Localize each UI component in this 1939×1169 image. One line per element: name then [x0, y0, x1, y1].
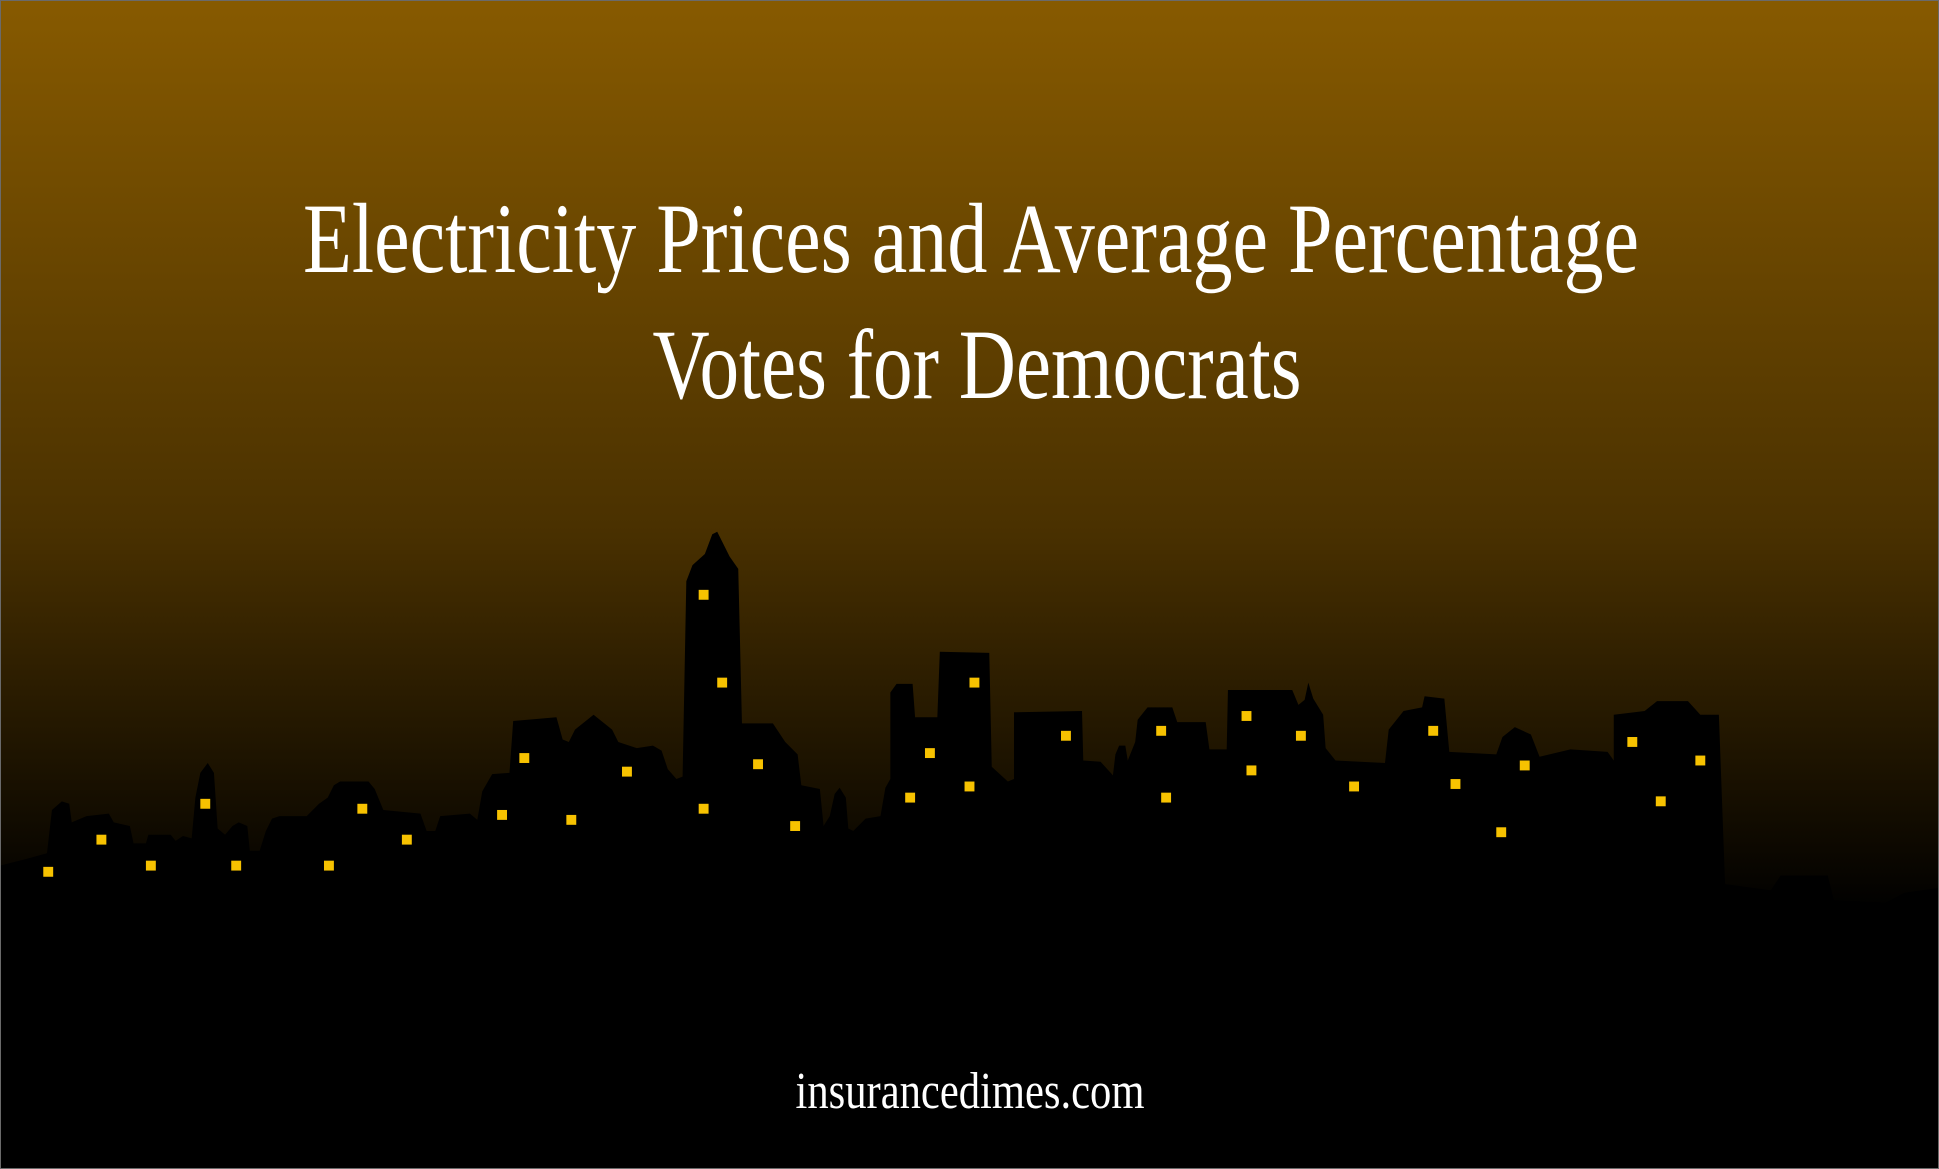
window-light	[96, 834, 107, 845]
title-line: Votes for Democrats	[653, 309, 1302, 420]
window-light	[1156, 725, 1167, 736]
window-light	[323, 860, 334, 871]
window-light	[519, 753, 530, 763]
window-light	[1655, 796, 1666, 807]
window-light	[1496, 827, 1507, 838]
window-light	[790, 821, 801, 831]
window-light	[622, 766, 632, 777]
window-light	[1161, 792, 1172, 803]
window-light	[905, 792, 916, 803]
window-light	[717, 677, 728, 688]
window-light	[1061, 730, 1071, 741]
window-light	[1246, 765, 1257, 776]
window-light	[497, 809, 508, 820]
window-light	[231, 860, 242, 871]
window-light	[1627, 737, 1638, 747]
window-light	[924, 748, 935, 759]
window-light	[1519, 760, 1530, 771]
window-light	[1295, 730, 1306, 741]
window-light	[43, 866, 54, 877]
window-light	[1241, 711, 1252, 721]
window-light	[200, 798, 211, 809]
window-light	[401, 834, 412, 845]
window-light	[698, 803, 709, 814]
window-light	[1428, 725, 1439, 736]
skyline-silhouette	[0, 531, 1939, 1169]
site-name: insurancedimes.com	[796, 1063, 1145, 1120]
window-light	[145, 860, 156, 871]
window-light	[964, 781, 975, 792]
window-light	[698, 589, 709, 600]
window-light	[1450, 779, 1461, 789]
window-light	[1349, 781, 1360, 792]
skyline	[0, 531, 1939, 1169]
window-light	[566, 814, 577, 825]
window-light	[357, 803, 368, 814]
window-light	[1695, 755, 1706, 766]
title-line: Electricity Prices and Average Percentag…	[303, 183, 1639, 294]
window-light	[969, 677, 980, 688]
window-light	[753, 759, 763, 770]
